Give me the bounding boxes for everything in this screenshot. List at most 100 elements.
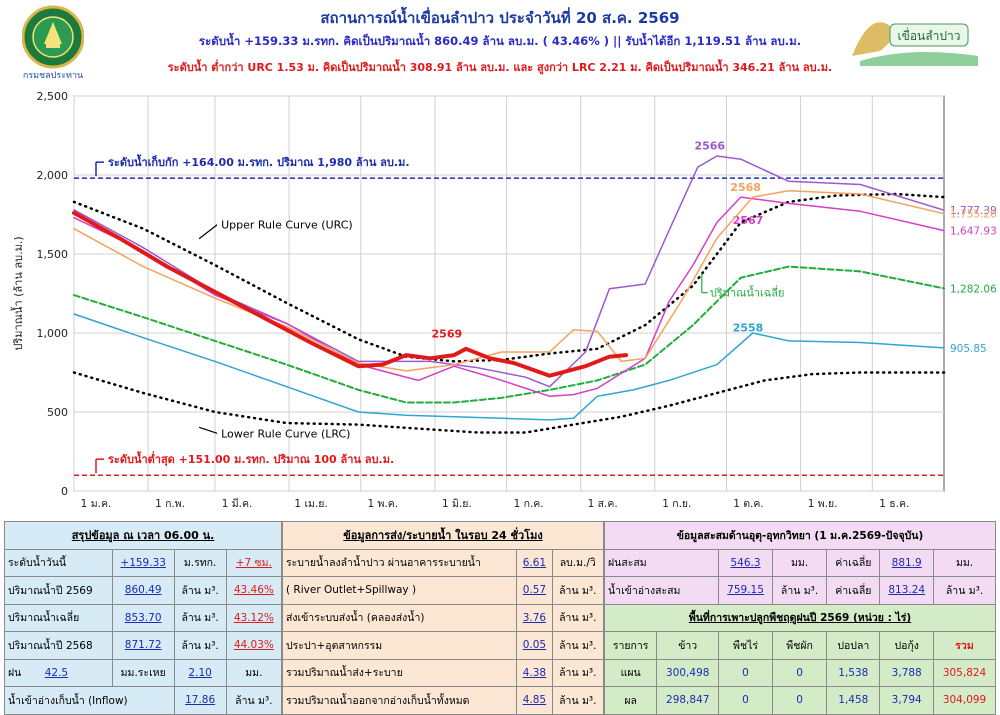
avg-label: ค่าเฉลี่ย [826,576,881,605]
x-tick-label: 1 มี.ค. [222,497,253,510]
lampao-dam-logo: เขื่อนลำปาว [850,6,980,66]
crop-value: 300,498 [656,658,720,687]
row-label: ประปา+อุตสาหกรรม [281,631,518,660]
crop-value: 3,794 [879,686,935,715]
series-end-label: 1,282.06 [950,283,996,295]
water-level-summary: ระดับน้ำ +159.33 ม.รทก. คิดเป็นปริมาณน้ำ… [198,34,802,48]
row-value: 853.70 [111,603,175,632]
crop-header: รายการ [603,631,658,660]
row-value: 546.3 [718,548,773,577]
inflow-value: 17.86 [173,686,227,715]
y-tick-label: 1,000 [37,327,69,340]
row-unit: ล้าน ม³. [173,576,227,605]
row-unit: ล้าน ม³. [173,603,227,632]
row-label: น้ำเข้าอ่างสะสม [603,576,720,605]
row-unit: ลบ.ม./วิ [551,548,605,577]
series-line [73,265,945,404]
crop-header: พืชผัก [771,631,828,660]
crop-row-label: ผล [603,686,658,715]
row-label: ระดับน้ำวันนี้ [4,548,113,577]
hydro-title: ข้อมูลสะสมด้านอุตุ-อุทกวิทยา (1 ม.ค.2569… [604,521,996,550]
series-leader [198,224,218,240]
table-row: ส่งเข้าระบบส่งน้ำ (คลองส่งน้ำ) 3.76 ล้าน ม… [281,603,605,632]
row-unit: ล้าน ม³. [771,576,828,605]
release-title: ข้อมูลการส่ง/ระบายน้ำ ในรอบ 24 ชั่วโมง [282,521,604,550]
row-unit: ม.รทก. [173,548,227,577]
chart-svg: 0 500 1,000 1,500 2,000 2,500 1 ม.ค. 1 ก.พ. 1 มี… [10,90,997,510]
series-line [73,190,945,372]
x-tick-label: 1 ก.ย. [662,498,691,510]
avg-unit: ล้าน ม³. [933,576,996,605]
crop-header-total: รวม [933,631,996,660]
table-row: ปริมาณน้ำปี 2569 860.49 ล้าน ม³. 43.46% [4,576,283,605]
reference-line-label: ระดับน้ำเก็บกัก +164.00 ม.รทก. ปริมาณ 1,… [108,154,410,169]
series-line [73,313,945,421]
summary-table: สรุปข้อมูล ณ เวลา 06.00 น. ระดับน้ำวันนี… [4,521,283,715]
data-tables: สรุปข้อมูล ณ เวลา 06.00 น. ระดับน้ำวันนี… [4,521,996,715]
row-value: 860.49 [111,576,175,605]
row-label: ปริมาณน้ำปี 2569 [4,576,113,605]
x-tick-label: 1 ม.ค. [81,498,112,510]
series-label: Upper Rule Curve (URC) [221,219,353,232]
x-tick-label: 1 ก.พ. [155,498,185,510]
crop-header: ปอกุ้ง [879,631,935,660]
series-label: 2567 [733,214,764,227]
crop-value: 0 [771,658,828,687]
crop-header: พืชไร่ [718,631,773,660]
y-axis-label: ปริมาณน้ำ (ล้าน ลบ.ม.) [10,236,25,350]
lampao-logo-text: เขื่อนลำปาว [898,27,961,43]
x-tick-label: 1 ธ.ค. [879,498,909,510]
row-change: +7 ซม. [225,548,283,577]
row-unit: ล้าน ม³. [551,658,605,687]
y-tick-label: 0 [61,485,68,498]
row-value: 3.76 [516,603,553,632]
row-unit: ล้าน ม³. [551,603,605,632]
header: กรมชลประทาน สถานการณ์น้ำเขื่อนลำปาว ประจ… [0,0,1000,86]
crop-header: ข้าว [656,631,720,660]
hydro-crop-table: ข้อมูลสะสมด้านอุตุ-อุทกวิทยา (1 ม.ค.2569… [603,521,996,715]
y-tick-label: 2,000 [37,169,69,182]
series-end-label: 905.85 [950,343,987,355]
crop-value: 1,458 [826,686,881,715]
crop-header-row: รายการ ข้าว พืชไร่ พืชผัก ปอปลา ปอกุ้ง ร… [603,631,996,660]
reference-line-label: ระดับน้ำต่ำสุด +151.00 ม.รทก. ปริมาณ 100… [108,451,394,467]
row-value: 4.38 [516,658,553,687]
y-tick-label: 1,500 [37,248,69,261]
series-end-label: 1,647.93 [950,226,996,238]
table-row: น้ำเข้าอ่างสะสม 759.15 ล้าน ม³. ค่าเฉลี่… [603,576,996,605]
row-unit: ล้าน ม³. [551,576,605,605]
series-leader [198,426,218,434]
row-label: ปริมาณน้ำปี 2568 [4,631,113,660]
avg-unit: มม. [933,548,996,577]
row-unit: มม. [771,548,828,577]
row-value: 4.85 [516,686,553,715]
rain-value: 42.5 [44,667,69,680]
series-end-label: 1,777.39 [950,205,996,217]
inflow-label: น้ำเข้าอ่างเก็บน้ำ (Inflow) [4,686,175,715]
series-label: ปริมาณน้ำเฉลี่ย [710,285,785,300]
table-row: ประปา+อุตสาหกรรม 0.05 ล้าน ม³. [281,631,605,660]
rid-logo-text: กรมชลประทาน [22,71,84,81]
x-tick-label: 1 เม.ย. [294,498,327,510]
y-tick-label: 2,500 [37,90,69,103]
table-row: ปริมาณน้ำปี 2568 871.72 ล้าน ม³. 44.03% [4,631,283,660]
table-row: รวมปริมาณน้ำออกจากอ่างเก็บน้ำทั้งหมด 4.85… [281,686,605,715]
series-label: 2568 [730,181,761,194]
series-label: 2558 [733,321,764,334]
series-line [73,196,945,397]
table-row: รวมปริมาณน้ำส่ง+ระบาย 4.38 ล้าน ม³. [281,658,605,687]
row-percent: 43.12% [225,603,283,632]
page-title: สถานการณ์น้ำเขื่อนลำปาว ประจำวันที่ 20 ส… [320,9,680,27]
row-label-text: ปริมาณน้ำปี 2569 [8,584,93,597]
rid-logo [21,4,85,70]
row-label: ฝน 42.5 [4,658,113,687]
series-end-label: 1,755.20 [950,209,996,221]
x-tick-label: 1 พ.ค. [367,498,398,510]
inflow-unit: ล้าน ม³. [225,686,283,715]
crop-value: 0 [718,686,773,715]
row-value: 871.72 [111,631,175,660]
crop-value: 0 [771,686,828,715]
crop-row-label: แผน [603,658,658,687]
row-value: 6.61 [516,548,553,577]
row-label: รวมปริมาณน้ำส่ง+ระบาย [281,658,518,687]
